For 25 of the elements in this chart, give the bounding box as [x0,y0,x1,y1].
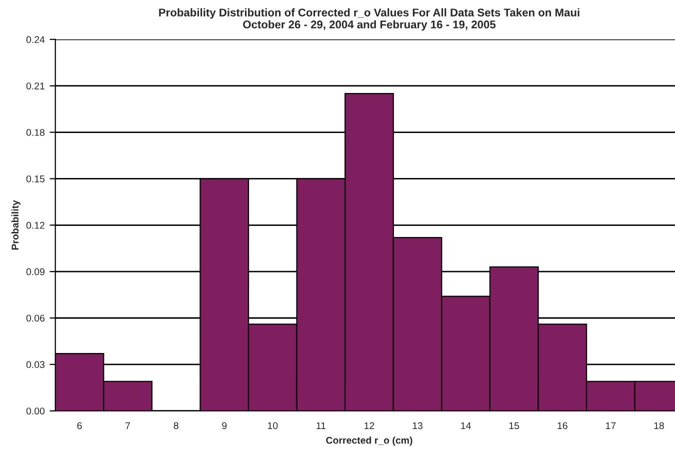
x-tick-label: 8 [174,422,178,430]
x-tick-label: 14 [461,422,471,430]
y-tick-label: 0.21 [26,82,44,90]
x-tick-label: 13 [412,422,422,430]
x-tick-label: 16 [558,422,568,430]
x-axis-title: Corrected r_o (cm) [326,436,412,446]
x-tick-label: 17 [606,422,616,430]
x-tick-label: 7 [126,422,130,430]
y-tick-label: 0.03 [26,361,45,368]
x-tick-label: 18 [654,422,664,430]
chart-title: Probability Distribution of Corrected r_o Values For All Data Sets Taken on Maui October 26 - 29, 2004 and February 16 - 19, 2005 [159,8,580,31]
y-tick-label: 0.06 [26,314,45,322]
y-tick-label: 0.24 [26,36,45,44]
y-tick-label: 0.09 [26,268,44,276]
x-tick-label: 15 [509,422,520,430]
y-tick-label: 0.18 [26,129,45,136]
x-tick-label: 12 [364,422,374,430]
y-tick-label: 0.15 [26,175,45,182]
x-tick-label: 10 [268,422,278,430]
y-tick-label: 0.12 [26,222,44,229]
y-tick-label: 0.00 [26,408,45,414]
y-axis-title: Probability [11,200,20,250]
x-tick-label: 6 [77,422,82,430]
x-tick-label: 11 [316,422,326,430]
x-tick-label: 9 [222,422,227,430]
